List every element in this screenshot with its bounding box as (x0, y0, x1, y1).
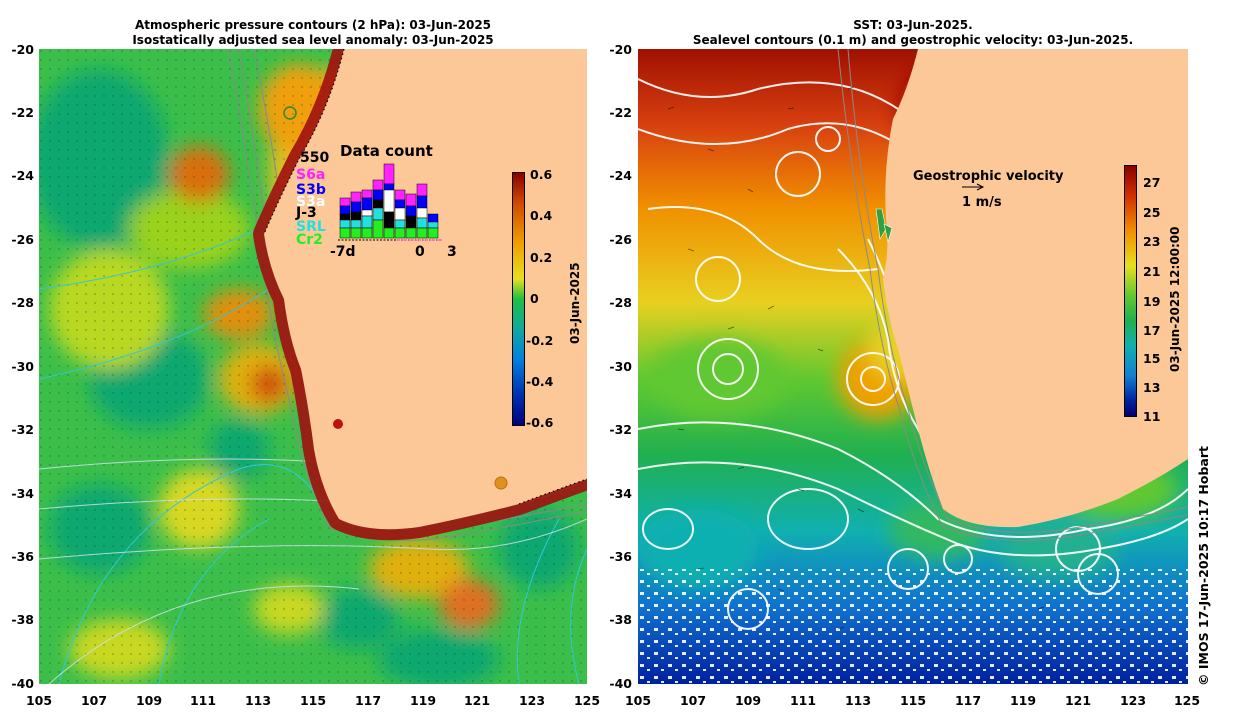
sst-colorbar-label: 21 (1143, 264, 1161, 279)
lon-label: 123 (1119, 693, 1147, 708)
lon-label: 107 (679, 693, 707, 708)
imos-credit: © IMOS 17-Jun-2025 10:17 Hobart (1196, 446, 1211, 686)
lat-label: -32 (11, 422, 34, 437)
tide-gauge-marker[interactable] (333, 419, 343, 429)
lat-label: -38 (609, 612, 632, 627)
sla-colorbar-label: 0 (530, 291, 539, 306)
sst-colorbar-label: 15 (1143, 351, 1161, 366)
data-count-axis-zero: 0 (415, 244, 425, 260)
tide-gauge-marker[interactable] (494, 476, 508, 490)
sla-map-canvas (39, 49, 587, 684)
sat-label-srl: SRL (296, 219, 326, 235)
lon-label: 123 (518, 693, 546, 708)
lon-label: 115 (299, 693, 327, 708)
lon-label: 105 (25, 693, 53, 708)
sla-colorbar-label: 0.6 (530, 167, 553, 182)
data-count-inset: Data count 550 S6a S3b S3a J-3 SRL Cr2 -… (292, 140, 462, 265)
sat-label-s3b: S3b (296, 182, 326, 198)
lat-label: -24 (11, 168, 34, 183)
sst-map (638, 49, 1188, 684)
left-title-line1: Atmospheric pressure contours (2 hPa): 0… (134, 18, 492, 32)
sst-colorbar-label: 23 (1143, 234, 1161, 249)
lat-label: -30 (11, 359, 34, 374)
sst-date-label: 03-Jun-2025 12:00:00 (1168, 226, 1182, 372)
lat-label: -40 (11, 676, 34, 691)
sla-colorbar-label: -0.4 (526, 374, 554, 389)
velocity-legend-arrow-icon (962, 183, 985, 191)
lon-label: 111 (789, 693, 817, 708)
lon-label: 107 (80, 693, 108, 708)
data-count-max: 550 (300, 150, 330, 166)
lat-label: -36 (609, 549, 632, 564)
sat-label-j3: J-3 (296, 205, 317, 221)
sst-map-canvas (638, 49, 1188, 684)
lon-label: 105 (624, 693, 652, 708)
lon-label: 125 (573, 693, 601, 708)
left-title-line2: Isostatically adjusted sea level anomaly… (132, 33, 494, 47)
lat-label: -38 (11, 612, 34, 627)
velocity-legend-scale: 1 m/s (962, 195, 1002, 210)
sla-colorbar-label: 0.4 (530, 208, 553, 223)
lat-label: -22 (609, 105, 632, 120)
lon-label: 111 (189, 693, 217, 708)
lat-label: -34 (609, 486, 632, 501)
lon-label: 117 (954, 693, 982, 708)
lat-label: -28 (609, 295, 632, 310)
lon-label: 109 (135, 693, 163, 708)
sst-colorbar-label: 25 (1143, 205, 1161, 220)
data-count-axis-start: -7d (330, 244, 356, 260)
lon-label: 121 (1064, 693, 1092, 708)
lon-label: 125 (1173, 693, 1201, 708)
lat-label: -22 (11, 105, 34, 120)
lon-label: 113 (244, 693, 272, 708)
sat-label-s6a: S6a (296, 167, 326, 183)
lat-label: -34 (11, 486, 34, 501)
lat-label: -32 (609, 422, 632, 437)
lat-label: -26 (609, 232, 632, 247)
tide-gauge-marker[interactable] (283, 106, 297, 120)
lon-label: 113 (844, 693, 872, 708)
lon-label: 109 (734, 693, 762, 708)
lon-label: 117 (354, 693, 382, 708)
sla-map (39, 49, 587, 684)
right-title-line1: SST: 03-Jun-2025. (853, 18, 973, 32)
australia-landmass (883, 49, 1188, 528)
sla-date-label: 03-Jun-2025 (568, 262, 582, 344)
sst-colorbar-label: 27 (1143, 175, 1161, 190)
sst-colorbar-label: 19 (1143, 294, 1161, 309)
data-count-bars (338, 163, 442, 241)
sla-colorbar (512, 172, 525, 426)
sst-colorbar (1124, 165, 1137, 417)
lat-label: -26 (11, 232, 34, 247)
lat-label: -36 (11, 549, 34, 564)
lat-label: -40 (609, 676, 632, 691)
lon-label: 119 (409, 693, 437, 708)
sst-colorbar-label: 13 (1143, 380, 1161, 395)
sla-colorbar-label: -0.6 (526, 415, 554, 430)
lon-label: 121 (463, 693, 491, 708)
lat-label: -30 (609, 359, 632, 374)
sat-label-s3a: S3a (296, 194, 326, 210)
lat-label: -24 (609, 168, 632, 183)
data-count-title: Data count (340, 142, 433, 160)
sst-colorbar-label: 17 (1143, 323, 1161, 338)
lat-label: -28 (11, 295, 34, 310)
sat-label-cr2: Cr2 (296, 232, 323, 248)
data-count-axis-end: 3 (447, 244, 457, 260)
lat-label: -20 (11, 42, 34, 57)
right-title-line2: Sealevel contours (0.1 m) and geostrophi… (692, 33, 1134, 47)
lat-label: -20 (609, 42, 632, 57)
sst-colorbar-label: 11 (1143, 409, 1161, 424)
velocity-legend-title: Geostrophic velocity (913, 169, 1064, 184)
australia-landmass (264, 49, 587, 530)
lon-label: 119 (1009, 693, 1037, 708)
sla-colorbar-label: 0.2 (530, 250, 553, 265)
sla-colorbar-label: -0.2 (526, 333, 554, 348)
lon-label: 115 (899, 693, 927, 708)
